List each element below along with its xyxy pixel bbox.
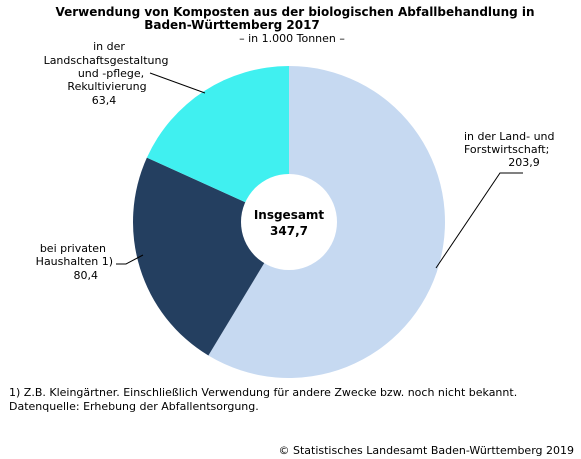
slice-label-haushalte-line-1: bei privaten [40, 242, 106, 255]
footnote-1: 1) Z.B. Kleingärtner. Einschließlich Ver… [9, 386, 517, 399]
leader-line-landschaft [149, 72, 206, 94]
slice-label-landschaft-line-4: Rekultivierung [67, 80, 146, 93]
slice-label-forstwirtschaft-line-2: Forstwirtschaft; [464, 143, 549, 156]
slice-label-haushalte-line-2: Haushalten 1) [36, 255, 113, 268]
slice-label-landschaft-line-3: und -pflege, [78, 67, 144, 80]
chart-title-line-2: Baden-Württemberg 2017 [144, 18, 320, 32]
chart-title-line-1: Verwendung von Komposten aus der biologi… [55, 5, 534, 19]
slice-landschaft [146, 66, 289, 222]
leader-line-forstwirtschaft [435, 172, 523, 269]
slice-value-landschaft: 63,4 [92, 94, 117, 107]
donut-hole [241, 174, 337, 270]
slice-label-landschaft-line-2: Landschaftsgestaltung [44, 54, 169, 67]
slice-label-forstwirtschaft-line-1: in der Land- und [464, 130, 555, 143]
slice-value-forstwirtschaft: 203,9 [508, 156, 540, 169]
copyright: © Statistisches Landesamt Baden-Württemb… [278, 444, 574, 457]
center-total-label: Insgesamt [254, 208, 325, 222]
center-total-value: 347,7 [270, 224, 308, 238]
chart-subtitle: – in 1.000 Tonnen – [239, 32, 345, 45]
slice-value-haushalte: 80,4 [74, 269, 99, 282]
leader-line-haushalte [116, 254, 144, 265]
footnote-source: Datenquelle: Erhebung der Abfallentsorgu… [9, 400, 259, 413]
slice-label-landschaft-line-1: in der [93, 40, 125, 53]
